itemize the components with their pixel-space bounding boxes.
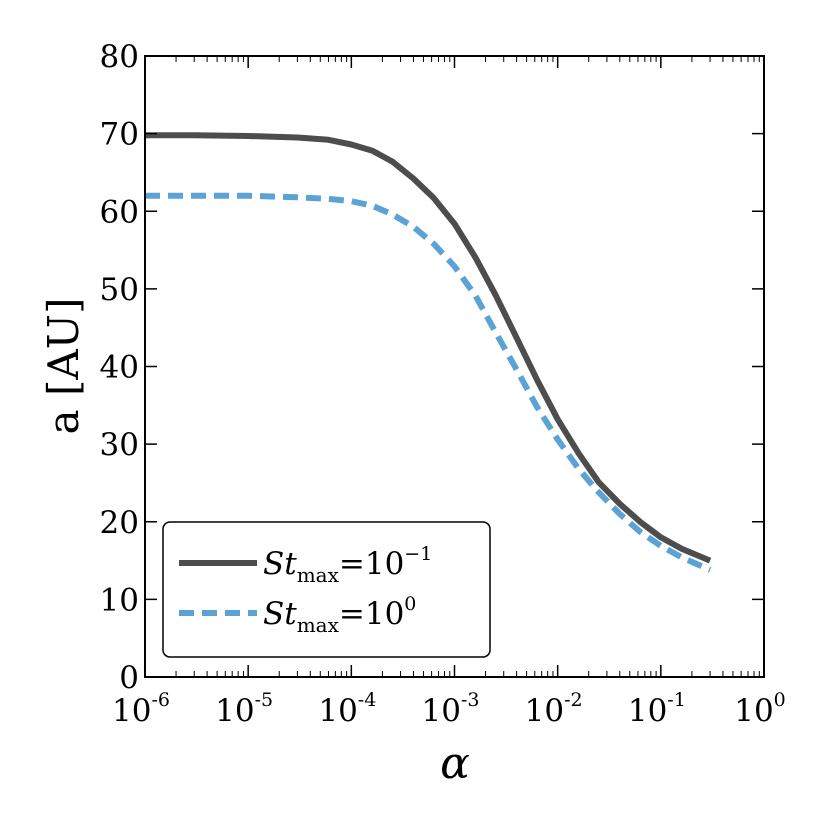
legend-box [162,521,491,658]
x-tick-label: 10-1 [628,689,686,729]
x-tick-label: 100 [734,689,786,729]
series-line-st-max-10-0 [145,192,712,573]
y-tick-label: 80 [100,39,139,75]
tick-labels: 10-6 10-5 10-4 10-3 10-2 10-1 100 0 10 20 30 40 50 60… [100,39,786,729]
series-layer [145,132,712,573]
series-line-st-max-10-neg1 [145,132,712,564]
x-tick-label: 10-6 [112,689,170,729]
x-axis-title: α [440,738,470,789]
y-tick-label: 70 [100,117,139,153]
legend-label-st-max-10-neg1: Stmax=10−1 [263,543,432,587]
legend-label-st-max-10-0: Stmax=100 [263,593,416,637]
x-tick-label: 10-5 [215,689,273,729]
y-tick-label: 20 [100,505,139,541]
plot-frame [144,55,765,678]
y-tick-label: 60 [100,194,139,230]
x-tick-label: 10-4 [318,689,376,729]
y-tick-label: 40 [100,350,139,386]
x-tick-label: 10-3 [422,689,480,729]
x-tick-label: 10-2 [525,689,583,729]
y-tick-label: 30 [100,427,139,463]
y-tick-label: 10 [100,582,139,618]
y-tick-label: 0 [119,660,139,696]
y-axis-title: a [AU] [39,298,88,435]
legend: Stmax=10−1 Stmax=100 [162,521,491,658]
y-tick-label: 50 [100,272,139,308]
